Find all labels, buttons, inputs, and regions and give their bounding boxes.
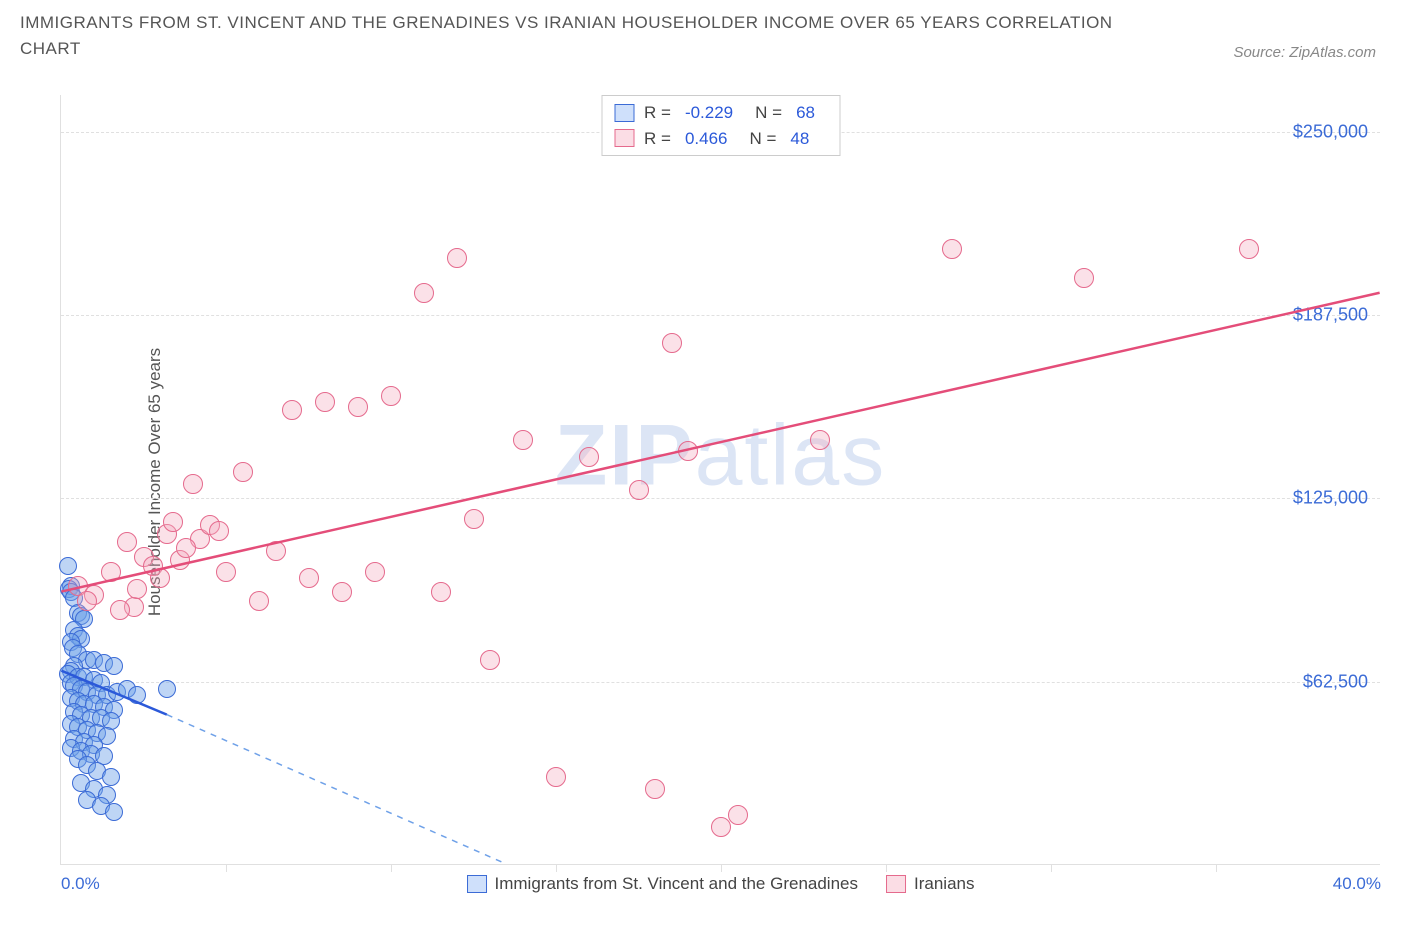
y-tick-label: $62,500 <box>1303 671 1368 692</box>
iranians-point <box>282 400 302 420</box>
legend-n-value: 68 <box>796 100 815 126</box>
series-legend-item: Immigrants from St. Vincent and the Gren… <box>467 874 858 894</box>
watermark-bold: ZIP <box>555 408 695 504</box>
iranians-point <box>209 521 229 541</box>
x-tick-label: 40.0% <box>1333 874 1381 894</box>
y-tick-label: $125,000 <box>1293 488 1368 509</box>
iranians-point <box>150 568 170 588</box>
x-tick <box>226 864 227 872</box>
iranians-point <box>1239 239 1259 259</box>
legend-swatch <box>614 104 634 122</box>
series-legend-item: Iranians <box>886 874 974 894</box>
iranians-point <box>110 600 130 620</box>
st-vincent-point <box>128 686 146 704</box>
iranians-point <box>332 582 352 602</box>
source-label: Source: ZipAtlas.com <box>1233 44 1386 61</box>
x-tick-label: 0.0% <box>61 874 100 894</box>
iranians-point <box>1074 268 1094 288</box>
iranians-point <box>299 568 319 588</box>
st-vincent-point <box>105 657 123 675</box>
chart-title: IMMIGRANTS FROM ST. VINCENT AND THE GREN… <box>20 10 1120 61</box>
x-tick <box>886 864 887 872</box>
legend-n-label: N = <box>749 126 776 152</box>
series-legend-label: Iranians <box>914 874 974 894</box>
iranians-point <box>183 474 203 494</box>
iranians-point <box>728 805 748 825</box>
iranians-point <box>678 441 698 461</box>
iranians-point <box>163 512 183 532</box>
iranians-point <box>810 430 830 450</box>
iranians-point <box>662 333 682 353</box>
iranians-point <box>942 239 962 259</box>
correlation-legend: R = -0.229 N = 68 R = 0.466 N = 48 <box>601 95 840 156</box>
legend-row: R = -0.229 N = 68 <box>614 100 827 126</box>
iranians-point <box>127 579 147 599</box>
header: IMMIGRANTS FROM ST. VINCENT AND THE GREN… <box>0 0 1406 61</box>
st-vincent-point <box>59 557 77 575</box>
legend-r-value: 0.466 <box>685 126 728 152</box>
iranians-point <box>629 480 649 500</box>
iranians-point <box>513 430 533 450</box>
scatter-chart: ZIPatlas Householder Income Over 65 year… <box>60 95 1380 865</box>
x-tick <box>721 864 722 872</box>
iranians-point <box>216 562 236 582</box>
iranians-point <box>464 509 484 529</box>
series-legend-label: Immigrants from St. Vincent and the Gren… <box>495 874 858 894</box>
grid-line <box>61 315 1380 316</box>
iranians-point <box>645 779 665 799</box>
iranians-point <box>579 447 599 467</box>
legend-n-label: N = <box>755 100 782 126</box>
st-vincent-point <box>158 680 176 698</box>
iranians-point <box>365 562 385 582</box>
grid-line <box>61 498 1380 499</box>
iranians-point <box>77 591 97 611</box>
x-tick <box>391 864 392 872</box>
st-vincent-point <box>105 803 123 821</box>
iranians-point <box>176 538 196 558</box>
legend-r-value: -0.229 <box>685 100 733 126</box>
legend-swatch <box>614 129 634 147</box>
st-vincent-point <box>102 768 120 786</box>
iranians-point <box>233 462 253 482</box>
y-tick-label: $187,500 <box>1293 305 1368 326</box>
legend-n-value: 48 <box>790 126 809 152</box>
iranians-point <box>266 541 286 561</box>
legend-swatch <box>886 875 906 893</box>
iranians-point <box>348 397 368 417</box>
x-tick <box>556 864 557 872</box>
watermark-rest: atlas <box>695 408 887 504</box>
y-tick-label: $250,000 <box>1293 121 1368 142</box>
iranians-point <box>546 767 566 787</box>
iranians-point <box>480 650 500 670</box>
iranians-point <box>249 591 269 611</box>
iranians-point <box>431 582 451 602</box>
x-tick <box>1051 864 1052 872</box>
x-tick <box>1216 864 1217 872</box>
iranians-point <box>381 386 401 406</box>
iranians-point <box>447 248 467 268</box>
grid-line <box>61 682 1380 683</box>
iranians-point <box>315 392 335 412</box>
watermark: ZIPatlas <box>555 407 886 506</box>
legend-r-label: R = <box>644 126 671 152</box>
series-legend: Immigrants from St. Vincent and the Gren… <box>467 874 975 894</box>
iranians-point <box>101 562 121 582</box>
iranians-point <box>117 532 137 552</box>
trend-line <box>167 715 506 864</box>
legend-swatch <box>467 875 487 893</box>
iranians-point <box>414 283 434 303</box>
legend-row: R = 0.466 N = 48 <box>614 126 827 152</box>
legend-r-label: R = <box>644 100 671 126</box>
